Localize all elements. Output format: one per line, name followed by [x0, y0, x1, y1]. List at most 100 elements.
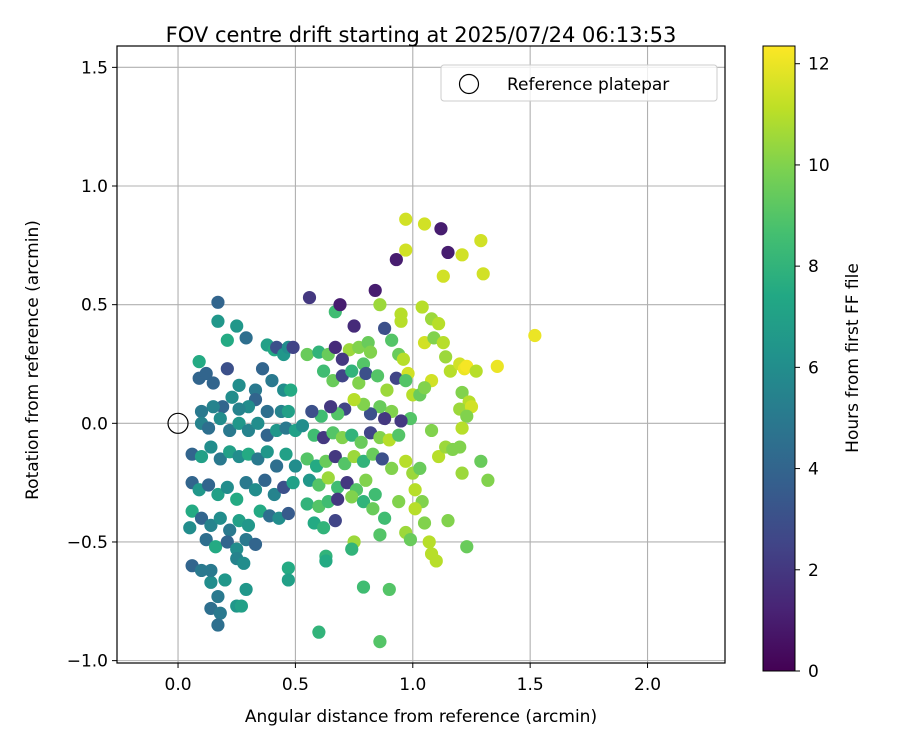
x-axis-ticks: 0.0 0.5 1.0 1.5 2.0: [165, 663, 661, 695]
colorbar-label: Hours from first FF file: [843, 263, 863, 453]
data-point: [455, 421, 469, 435]
data-point: [241, 518, 256, 532]
data-point: [417, 381, 432, 395]
data-point: [347, 392, 361, 407]
data-point: [267, 487, 281, 502]
reference-platepar-marker: [167, 412, 189, 434]
data-point: [223, 423, 237, 438]
data-point: [474, 454, 488, 468]
data-point: [218, 573, 232, 587]
data-point: [528, 328, 542, 343]
data-point: [185, 504, 199, 518]
data-point: [237, 556, 251, 570]
data-point: [481, 473, 495, 487]
x-tick-label: 0.5: [282, 675, 309, 695]
colorbar-tick-label: 0: [808, 662, 819, 682]
data-point: [333, 298, 347, 312]
data-point: [443, 364, 457, 378]
data-point: [255, 362, 270, 376]
data-point: [363, 345, 378, 359]
data-point: [295, 419, 310, 433]
data-point: [281, 573, 295, 587]
data-point: [194, 449, 209, 464]
data-point: [490, 359, 504, 373]
data-point: [312, 625, 326, 639]
data-point: [300, 497, 314, 511]
data-point: [305, 404, 319, 419]
data-point: [382, 582, 396, 597]
data-point: [455, 385, 469, 400]
reference-marker-group: [167, 412, 189, 434]
colorbar-tick-label: 12: [808, 55, 830, 75]
data-points: [183, 212, 542, 649]
colorbar-tick-label: 8: [808, 257, 819, 277]
data-point: [232, 416, 246, 430]
data-point: [223, 523, 237, 537]
y-axis-ticks: −1.0 −0.5 0.0 0.5 1.0 1.5: [67, 58, 117, 672]
data-point: [208, 540, 223, 554]
y-tick-label: 1.0: [81, 177, 108, 197]
data-point: [194, 511, 209, 525]
data-point: [232, 378, 246, 392]
data-point: [432, 449, 446, 464]
data-point: [220, 333, 234, 347]
data-point: [241, 423, 256, 438]
data-point: [385, 333, 399, 347]
colorbar-tick-label: 2: [808, 561, 819, 581]
data-point: [356, 495, 371, 509]
data-point: [455, 466, 469, 480]
data-point: [239, 331, 253, 345]
data-point: [417, 217, 432, 231]
data-point: [260, 404, 274, 419]
data-point: [183, 521, 197, 535]
data-point: [220, 535, 234, 549]
data-point: [211, 589, 225, 604]
x-tick-label: 2.0: [634, 675, 661, 695]
data-point: [316, 364, 331, 378]
data-point: [216, 400, 230, 414]
data-point: [373, 635, 387, 649]
data-point: [354, 435, 368, 449]
data-point: [270, 459, 284, 473]
data-point: [206, 376, 220, 390]
data-point: [345, 490, 359, 504]
data-point: [373, 298, 387, 312]
data-point: [201, 421, 216, 435]
data-point: [260, 445, 274, 459]
data-point: [394, 314, 408, 328]
data-point: [300, 452, 314, 466]
data-point: [345, 428, 359, 442]
colorbar: [762, 45, 796, 672]
data-point: [415, 300, 429, 314]
data-point: [375, 452, 389, 466]
y-tick-label: 1.5: [81, 58, 108, 78]
data-point: [258, 473, 272, 487]
data-point: [378, 411, 392, 426]
data-point: [248, 483, 263, 497]
data-point: [460, 409, 474, 423]
data-point: [378, 511, 392, 525]
data-point: [408, 502, 422, 516]
legend-reference-marker: [458, 73, 480, 95]
data-point: [213, 511, 227, 525]
data-point: [300, 347, 314, 362]
data-point: [352, 376, 366, 390]
data-point: [368, 487, 382, 502]
data-point: [204, 440, 218, 454]
data-point: [424, 423, 439, 438]
data-point: [399, 454, 413, 468]
y-tick-label: 0.0: [81, 414, 108, 434]
data-point: [399, 374, 413, 388]
data-point: [220, 362, 234, 376]
data-point: [417, 516, 432, 530]
data-point: [436, 336, 450, 350]
data-point: [385, 461, 399, 476]
data-point: [476, 267, 490, 281]
data-point: [204, 575, 218, 589]
data-point: [230, 492, 244, 506]
data-point: [403, 533, 418, 547]
y-tick-label: −1.0: [67, 652, 108, 672]
data-point: [225, 390, 239, 404]
data-point: [441, 245, 455, 260]
data-point: [338, 457, 352, 471]
